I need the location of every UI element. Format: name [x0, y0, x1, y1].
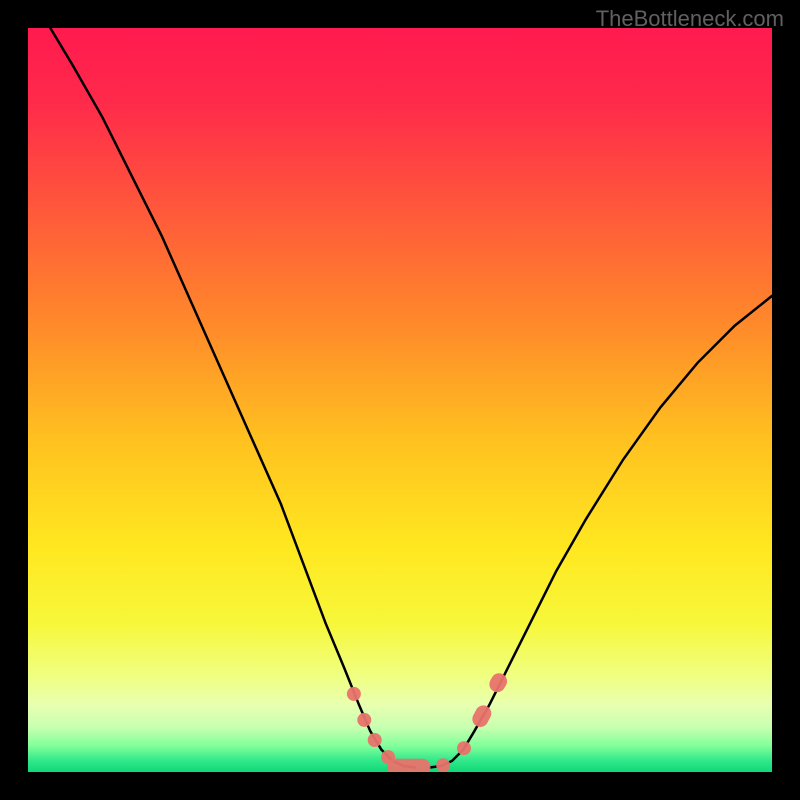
- marker-dot: [347, 687, 361, 701]
- right-curve: [430, 296, 772, 768]
- marker-pill: [470, 703, 495, 730]
- marker-dot: [368, 733, 382, 747]
- left-curve: [50, 28, 415, 768]
- marker-dot: [357, 713, 371, 727]
- watermark-text: TheBottleneck.com: [596, 6, 784, 32]
- plot-area: [28, 28, 772, 772]
- marker-pill: [486, 670, 510, 695]
- marker-dot: [457, 741, 471, 755]
- markers-group: [347, 670, 510, 772]
- marker-pill: [387, 759, 430, 772]
- marker-dot: [436, 758, 450, 772]
- curve-layer: [28, 28, 772, 772]
